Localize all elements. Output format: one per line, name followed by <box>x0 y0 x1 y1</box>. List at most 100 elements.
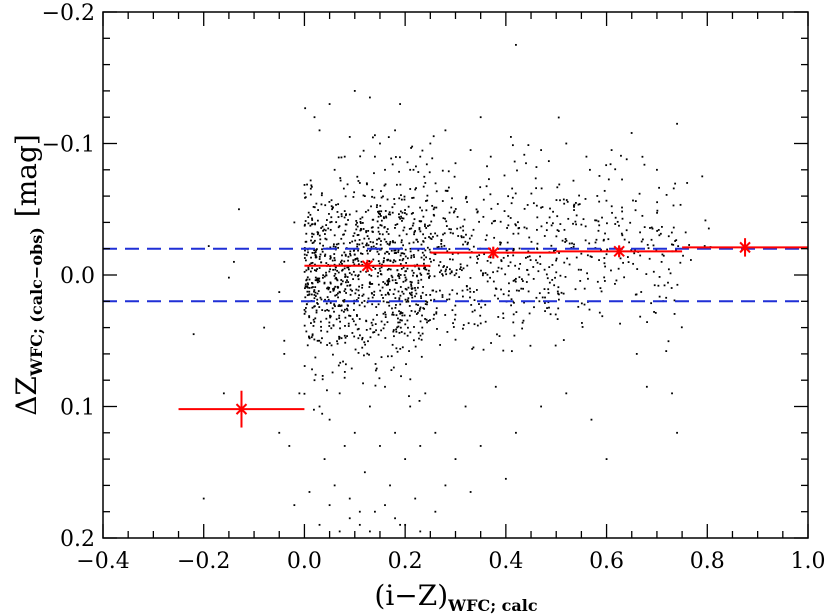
scatter-point <box>355 223 357 226</box>
scatter-point <box>661 225 663 228</box>
scatter-point <box>514 264 517 267</box>
scatter-point <box>671 392 673 395</box>
scatter-point <box>330 327 333 330</box>
scatter-point <box>623 276 626 279</box>
scatter-point <box>357 249 359 252</box>
scatter-point <box>338 304 341 306</box>
scatter-point <box>525 281 528 283</box>
scatter-point <box>679 203 682 206</box>
scatter-point <box>640 240 643 243</box>
scatter-point <box>388 304 391 307</box>
scatter-point <box>343 376 346 379</box>
scatter-point <box>588 308 591 311</box>
scatter-point <box>305 279 308 282</box>
scatter-point <box>414 230 417 232</box>
scatter-point <box>383 184 386 187</box>
scatter-point <box>380 273 383 276</box>
scatter-point <box>348 314 350 317</box>
scatter-point <box>486 280 489 283</box>
scatter-point <box>374 369 377 372</box>
scatter-point <box>512 321 515 324</box>
scatter-point <box>377 260 380 262</box>
scatter-point <box>514 223 517 226</box>
scatter-point <box>634 200 637 203</box>
scatter-point <box>399 286 402 288</box>
scatter-point <box>674 182 677 185</box>
scatter-point <box>665 296 668 299</box>
bin-mean-marker <box>613 245 625 258</box>
scatter-point <box>517 232 520 235</box>
scatter-point <box>398 197 401 200</box>
scatter-point <box>207 245 210 247</box>
scatter-point <box>529 344 532 347</box>
scatter-point <box>478 220 480 223</box>
scatter-point <box>344 308 346 311</box>
x-tick-label: 0.0 <box>287 549 322 574</box>
scatter-point <box>304 240 307 243</box>
scatter-point <box>432 208 435 211</box>
scatter-point <box>508 282 510 285</box>
scatter-point <box>369 336 372 339</box>
scatter-point <box>398 234 401 237</box>
scatter-point <box>551 264 554 266</box>
scatter-point <box>349 284 352 286</box>
scatter-point <box>602 239 605 242</box>
scatter-point <box>311 368 313 371</box>
scatter-point <box>550 244 553 247</box>
scatter-point <box>394 249 397 252</box>
scatter-point <box>535 296 538 299</box>
scatter-point <box>325 271 327 274</box>
scatter-point <box>315 256 318 259</box>
scatter-point <box>418 399 421 402</box>
scatter-point <box>361 295 364 297</box>
scatter-point <box>555 235 558 238</box>
scatter-point <box>329 315 332 318</box>
scatter-point <box>419 530 422 533</box>
scatter-point <box>391 307 393 310</box>
scatter-point <box>423 254 426 257</box>
scatter-point <box>360 260 363 263</box>
scatter-point <box>415 292 418 295</box>
scatter-point <box>395 282 398 285</box>
scatter-point <box>361 284 364 286</box>
scatter-point <box>356 225 359 228</box>
scatter-point <box>385 216 388 219</box>
scatter-point <box>338 337 341 340</box>
scatter-point <box>319 341 322 344</box>
scatter-point <box>337 203 340 206</box>
scatter-point <box>420 355 423 358</box>
scatter-point <box>564 238 567 240</box>
scatter-point <box>348 272 351 274</box>
scatter-point <box>530 192 533 195</box>
scatter-point <box>367 229 370 232</box>
scatter-point <box>365 328 368 331</box>
scatter-point <box>416 263 419 266</box>
scatter-point <box>391 163 394 166</box>
scatter-point <box>676 431 678 434</box>
scatter-point <box>598 175 601 177</box>
scatter-point <box>512 254 515 257</box>
scatter-point <box>311 232 313 235</box>
scatter-point <box>340 156 343 159</box>
scatter-point <box>646 321 648 324</box>
scatter-point <box>338 263 341 266</box>
scatter-point <box>372 241 375 244</box>
scatter-point <box>455 269 458 271</box>
scatter-point <box>651 227 654 230</box>
binned-means <box>178 238 808 428</box>
scatter-point <box>352 278 354 281</box>
scatter-point <box>672 226 675 229</box>
scatter-point <box>283 353 286 355</box>
scatter-point <box>653 284 656 287</box>
scatter-point <box>517 221 519 224</box>
scatter-point <box>401 259 404 262</box>
scatter-point <box>318 523 321 526</box>
scatter-point <box>448 248 451 251</box>
scatter-point <box>406 299 409 302</box>
scatter-point <box>346 266 349 269</box>
scatter-point <box>445 273 448 276</box>
scatter-point <box>464 240 467 243</box>
scatter-point <box>371 218 374 221</box>
scatter-point <box>419 272 422 275</box>
scatter-point <box>334 246 337 248</box>
